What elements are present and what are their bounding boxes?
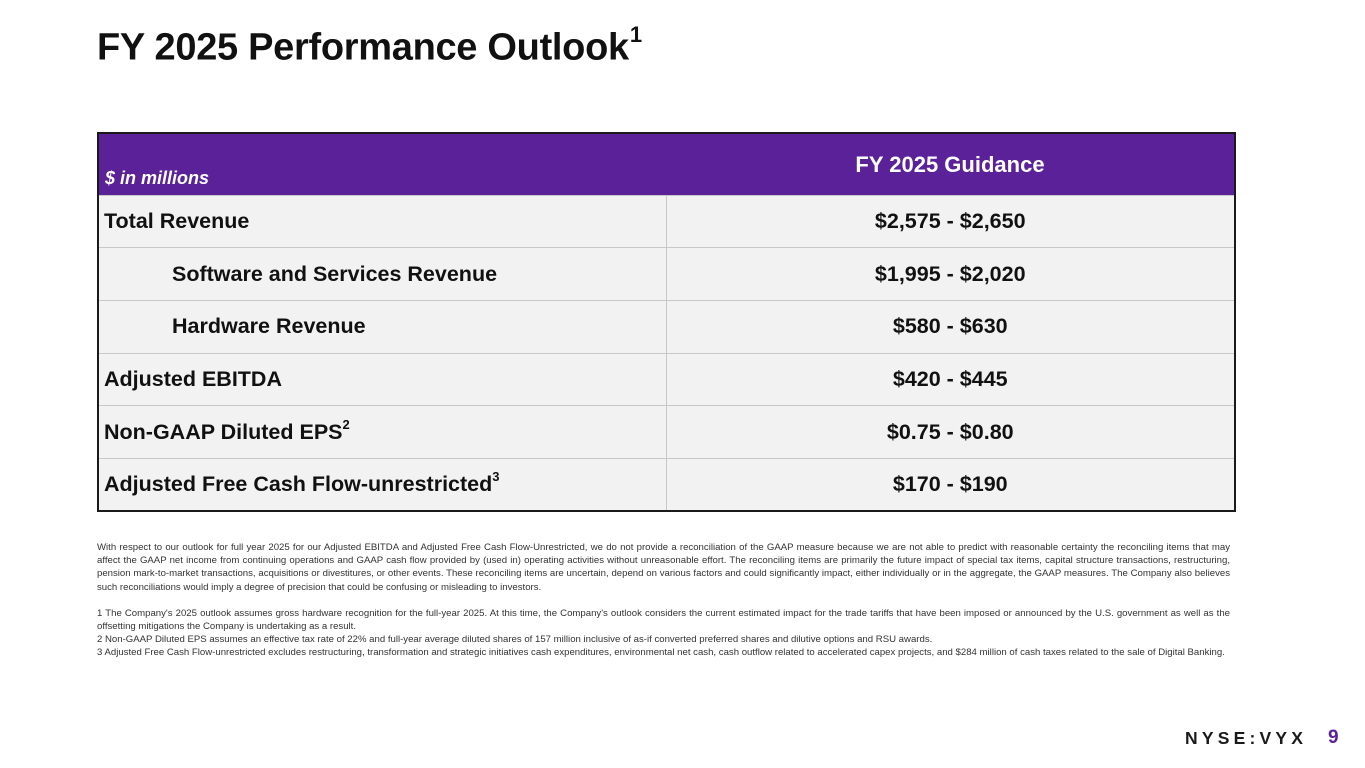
units-label: $ in millions: [105, 167, 210, 188]
table-row-total-revenue: Total Revenue $2,575 - $2,650: [97, 194, 1236, 249]
page-title-text: FY 2025 Performance Outlook: [97, 26, 629, 69]
row-label-text: Hardware Revenue: [172, 314, 366, 339]
footnote-marker: 3: [492, 469, 500, 485]
footnote-marker: 2: [342, 417, 350, 433]
row-label-text: Software and Services Revenue: [172, 261, 498, 286]
row-label: Adjusted Free Cash Flow-unrestricted3: [97, 457, 667, 512]
footnotes-section: With respect to our outlook for full yea…: [97, 541, 1230, 660]
footnote-1: 1 The Company's 2025 outlook assumes gro…: [97, 607, 1230, 633]
footnote-2: 2 Non-GAAP Diluted EPS assumes an effect…: [97, 634, 933, 646]
reconciliation-disclaimer: With respect to our outlook for full yea…: [97, 542, 1230, 593]
row-label-text: Total Revenue: [104, 208, 250, 233]
table-header-row: $ in millions FY 2025 Guidance: [98, 133, 1235, 195]
row-label: Total Revenue: [97, 194, 667, 249]
row-label: Adjusted EBITDA: [97, 352, 667, 407]
guidance-column-header: FY 2025 Guidance: [855, 152, 1045, 178]
table-row-adjusted-ebitda: Adjusted EBITDA $420 - $445: [97, 352, 1236, 407]
table-row-adjusted-fcf: Adjusted Free Cash Flow-unrestricted3 $1…: [97, 457, 1236, 512]
guidance-table: $ in millions FY 2025 Guidance Total Rev…: [97, 132, 1236, 513]
row-label: Non-GAAP Diluted EPS2: [97, 405, 667, 459]
row-label: Hardware Revenue: [97, 299, 667, 354]
title-footnote-marker: 1: [629, 22, 642, 47]
page-title: FY 2025 Performance Outlook1: [97, 22, 642, 70]
row-value: $420 - $445: [665, 352, 1236, 407]
table-row-software-services-revenue: Software and Services Revenue $1,995 - $…: [97, 247, 1236, 301]
row-label: Software and Services Revenue: [97, 247, 667, 301]
row-value: $2,575 - $2,650: [665, 194, 1236, 249]
page-number: 9: [1328, 727, 1339, 748]
row-label-text: Non-GAAP Diluted EPS: [104, 420, 343, 445]
row-value: $1,995 - $2,020: [665, 247, 1236, 301]
row-value: $170 - $190: [665, 457, 1236, 512]
stock-ticker: NYSE:VYX: [1185, 728, 1308, 748]
table-row-hardware-revenue: Hardware Revenue $580 - $630: [97, 299, 1236, 354]
table-row-non-gaap-eps: Non-GAAP Diluted EPS2 $0.75 - $0.80: [97, 405, 1236, 459]
footnote-3: 3 Adjusted Free Cash Flow-unrestricted e…: [97, 647, 1225, 659]
row-label-text: Adjusted Free Cash Flow-unrestricted: [104, 472, 493, 497]
row-value: $580 - $630: [665, 299, 1236, 354]
row-label-text: Adjusted EBITDA: [104, 366, 282, 391]
row-value: $0.75 - $0.80: [665, 405, 1236, 459]
